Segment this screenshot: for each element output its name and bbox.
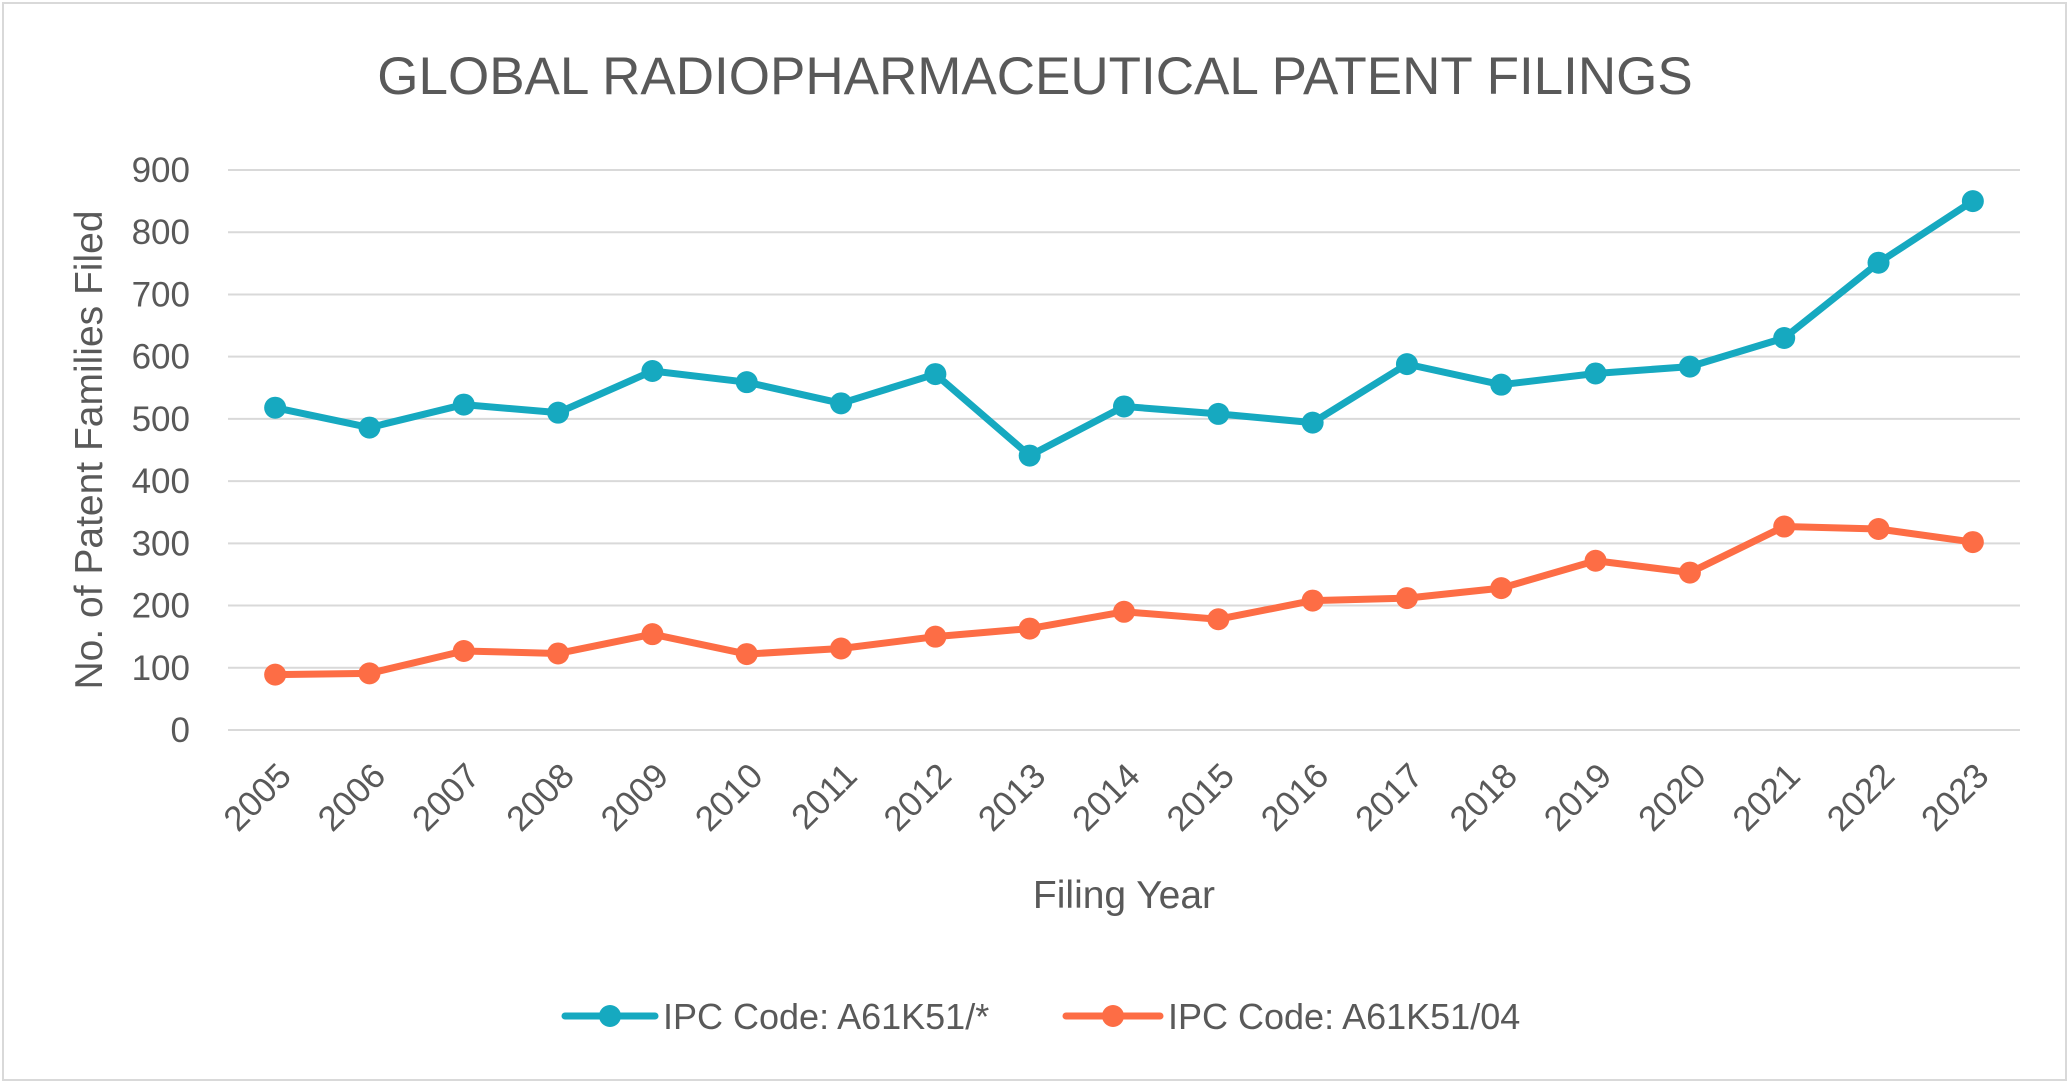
- y-tick-label: 400: [132, 462, 190, 501]
- series-1: [264, 190, 1984, 467]
- data-point: [924, 625, 947, 648]
- y-tick-label: 900: [132, 151, 190, 190]
- data-point: [1678, 561, 1701, 584]
- x-tick-label: 2013: [971, 756, 1054, 839]
- x-tick-label: 2022: [1820, 756, 1903, 839]
- legend-swatch-marker: [599, 1005, 621, 1027]
- legend-label: IPC Code: A61K51/*: [663, 996, 989, 1037]
- data-point: [547, 642, 570, 665]
- legend-item: IPC Code: A61K51/*: [561, 996, 989, 1037]
- data-point: [1018, 444, 1041, 467]
- x-tick-label: 2016: [1254, 756, 1337, 839]
- x-tick-label: 2005: [216, 756, 299, 839]
- series-layer: [264, 190, 1984, 686]
- legend-label: IPC Code: A61K51/04: [1168, 996, 1520, 1037]
- data-point: [452, 393, 475, 416]
- data-point: [1301, 589, 1324, 612]
- data-point: [641, 359, 664, 382]
- data-point: [1961, 190, 1984, 213]
- x-tick-label: 2010: [688, 756, 771, 839]
- data-point: [358, 416, 381, 439]
- x-tick-label: 2018: [1442, 756, 1525, 839]
- y-axis-title: No. of Patent Families Filed: [68, 210, 111, 689]
- gridlines: [228, 169, 2020, 731]
- y-tick-label: 700: [132, 275, 190, 314]
- legend-item: IPC Code: A61K51/04: [1062, 996, 1520, 1037]
- y-tick-label: 200: [132, 587, 190, 626]
- data-point: [830, 637, 853, 660]
- x-tick-label: 2019: [1537, 756, 1620, 839]
- y-tick-label: 800: [132, 213, 190, 252]
- x-tick-label: 2017: [1348, 756, 1431, 839]
- x-tick-label: 2012: [876, 756, 959, 839]
- x-tick-label: 2014: [1065, 756, 1148, 839]
- x-axis-ticks: 2005 2006 2007 2008 2009 2010 2011 2012 2013 2014…: [216, 756, 1996, 839]
- data-point: [1490, 373, 1513, 396]
- data-point: [1584, 362, 1607, 385]
- data-point: [1207, 608, 1230, 631]
- x-tick-label: 2007: [405, 756, 488, 839]
- x-tick-label: 2009: [593, 756, 676, 839]
- x-tick-label: 2021: [1725, 756, 1808, 839]
- x-tick-label: 2008: [499, 756, 582, 839]
- x-tick-label: 2023: [1914, 756, 1997, 839]
- data-point: [830, 392, 853, 415]
- data-point: [1113, 395, 1135, 418]
- y-tick-label: 500: [132, 400, 190, 439]
- y-tick-label: 100: [132, 649, 190, 688]
- data-point: [1207, 402, 1230, 425]
- data-point: [735, 643, 758, 666]
- legend-swatch-marker: [1102, 1005, 1124, 1027]
- data-point: [547, 401, 570, 424]
- data-point: [924, 363, 947, 386]
- data-point: [735, 371, 758, 394]
- data-point: [1773, 327, 1796, 349]
- data-point: [264, 663, 287, 686]
- data-point: [1395, 353, 1418, 376]
- y-tick-label: 300: [132, 524, 190, 563]
- data-point: [1867, 518, 1890, 541]
- data-point: [452, 639, 475, 662]
- x-axis-title: Filing Year: [1033, 874, 1215, 917]
- data-point: [264, 396, 287, 419]
- data-point: [1773, 515, 1796, 538]
- y-axis-ticks: 0 100 200 300 400 500 600 700 800 900: [132, 151, 190, 750]
- data-point: [1113, 600, 1135, 623]
- data-point: [1490, 577, 1513, 600]
- data-point: [1395, 587, 1418, 610]
- y-tick-label: 0: [171, 711, 190, 750]
- data-point: [1584, 549, 1607, 572]
- series-line: [271, 523, 1977, 679]
- data-point: [1301, 411, 1324, 434]
- legend: IPC Code: A61K51/* IPC Code: A61K51/04: [561, 996, 1520, 1037]
- data-point: [641, 623, 664, 646]
- chart-title: GLOBAL RADIOPHARMACEUTICAL PATENT FILING…: [377, 47, 1692, 106]
- data-point: [1678, 355, 1701, 378]
- x-tick-label: 2006: [310, 756, 393, 839]
- data-point: [1961, 531, 1984, 554]
- series-2: [264, 515, 1984, 686]
- x-tick-label: 2020: [1631, 756, 1714, 839]
- data-point: [358, 662, 381, 685]
- x-tick-label: 2011: [784, 756, 865, 837]
- data-point: [1018, 617, 1041, 640]
- y-tick-label: 600: [132, 338, 190, 377]
- x-tick-label: 2015: [1159, 756, 1242, 839]
- data-point: [1867, 251, 1890, 274]
